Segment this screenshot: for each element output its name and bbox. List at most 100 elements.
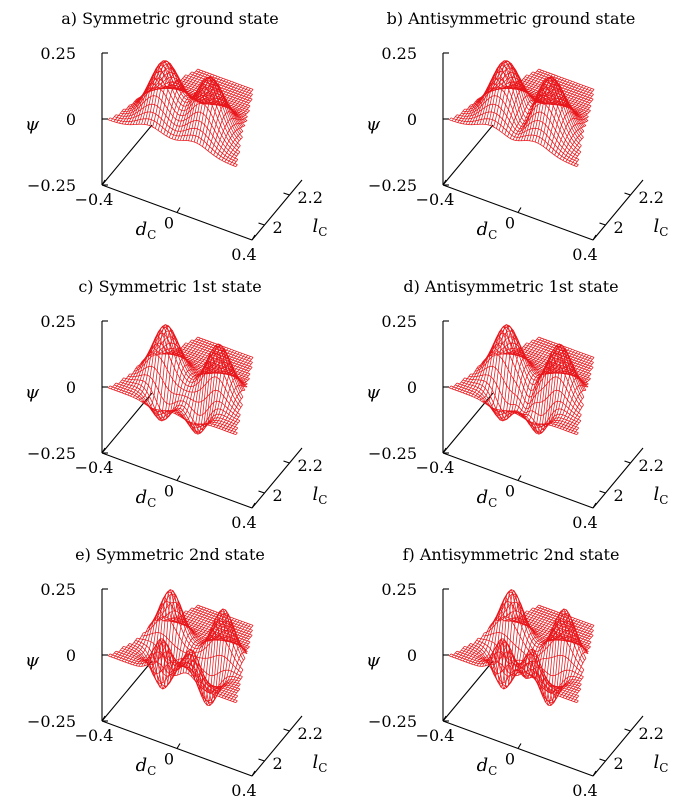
mesh-line-l [449,117,452,121]
mesh-line-l [132,609,173,666]
mesh-line-l [229,420,241,433]
y-tick-label: 2 [273,754,283,773]
z-tick-label: 0 [66,110,76,129]
mesh-line-l [548,103,592,152]
mesh-line-l [540,82,595,145]
y-tick-mark [599,490,606,494]
mesh-line-l [473,609,514,666]
x-tick-label: 0 [505,214,515,233]
x-tick-mark [517,207,522,213]
mesh-line-l [130,85,165,125]
mesh-line-l [484,62,539,125]
mesh-line-l [166,612,221,672]
mesh-line-l [110,650,117,658]
mesh-line-l [471,347,506,397]
mesh-line-l [557,384,589,428]
mesh-line-l [568,145,582,164]
mesh-line-l [191,349,246,435]
x-tick-label: −0.4 [416,190,455,209]
chart-title: e) Symmetric 2nd state [75,545,265,564]
y-tick-label: 2.2 [639,456,664,475]
mesh-line-l [157,72,212,131]
z-tick-label: 0.25 [40,580,76,599]
mesh-line-l [573,695,580,702]
mesh-line-l [193,345,248,434]
mesh-line-l [221,131,244,161]
plot-canvas: e) Symmetric 2nd state 0.25 0 −0.25−0.4 0 0.4… [25,545,328,796]
y-tick-label: 2 [614,218,624,237]
mesh-line-l [205,354,253,425]
mesh-line-l [204,96,253,149]
y-tick-label: 2.2 [298,724,323,743]
mesh-line-l [462,360,485,394]
y-axis-line [592,179,644,241]
y-axis-label: lC [654,752,669,775]
mesh-line-l [551,110,591,154]
mesh-line-l [465,90,492,125]
mesh-line-l [119,637,138,661]
mesh-line-l [119,98,138,124]
z-tick-label: 0 [66,646,76,665]
mesh-line-l [229,688,241,701]
mesh-line-l [570,420,582,433]
mesh-line-l [554,377,589,427]
y-axis-line [251,447,303,509]
mesh-line-l [113,108,124,122]
x-tick-mark [592,234,597,241]
mesh-line-l [216,384,248,428]
mesh-line-l [202,613,253,699]
mesh-line-l [155,608,210,685]
mesh-line-l [229,151,241,165]
mesh-line-l [460,637,479,661]
z-tick-label: 0 [407,110,417,129]
mesh-line-l [130,347,165,397]
mesh-line-l [149,60,204,126]
x-tick-label: 0 [164,482,174,501]
mesh-line-l [476,77,520,125]
mesh-line-l [232,159,239,166]
mesh-line-l [471,85,506,125]
x-tick-label: 0.4 [572,781,597,796]
surface-mesh [449,589,595,706]
x-tick-label: 0.4 [231,513,256,528]
surface-mesh [449,324,595,435]
mesh-line-l [462,632,485,662]
mesh-line-l [218,658,246,697]
mesh-line-l [504,75,559,135]
mesh-line-l [490,594,545,690]
mesh-line-l [540,344,595,427]
x-tick-mark [517,475,522,481]
mesh-line-l [454,377,465,391]
mesh-line-l [191,76,246,142]
mesh-line-l [218,389,246,429]
plot-canvas: d) Antisymmetric 1st state 0.25 0 −0.25−0.4… [366,277,669,528]
z-tick-label: 0.25 [381,312,417,331]
chart-title: f) Antisymmetric 2nd state [403,545,620,564]
plot-canvas: f) Antisymmetric 2nd state 0.25 0 −0.25−0.4… [366,545,669,796]
mesh-line-l [171,78,226,139]
y-tick-mark [624,460,631,464]
mesh-line-l [557,652,589,696]
mesh-line-l [529,353,584,434]
z-tick-label: −0.25 [27,444,76,463]
mesh-line-l [534,76,589,143]
x-tick-label: 0 [164,214,174,233]
surface-plot-d: d) Antisymmetric 1st state 0.25 0 −0.25 −0.4… [341,268,682,528]
y-tick-mark [258,490,265,494]
mesh-line-l [121,360,144,394]
y-axis-line [251,715,303,777]
y-axis-label: lC [313,752,328,775]
surface-plot-b: b) Antisymmetric ground state 0.25 0 −0.25−… [341,0,682,260]
y-axis-line [251,179,303,241]
mesh-line-l [108,653,111,657]
mesh-line-l [182,83,237,141]
x-tick-mark [592,502,597,509]
y-tick-label: 2 [273,218,283,237]
mesh-line-l [116,643,130,660]
mesh-line-d [456,382,579,433]
mesh-line-l [124,623,152,663]
mesh-line-d [474,642,581,704]
mesh-line-d [538,604,595,626]
z-tick-label: −0.25 [27,712,76,731]
mesh-line-l [215,120,248,158]
